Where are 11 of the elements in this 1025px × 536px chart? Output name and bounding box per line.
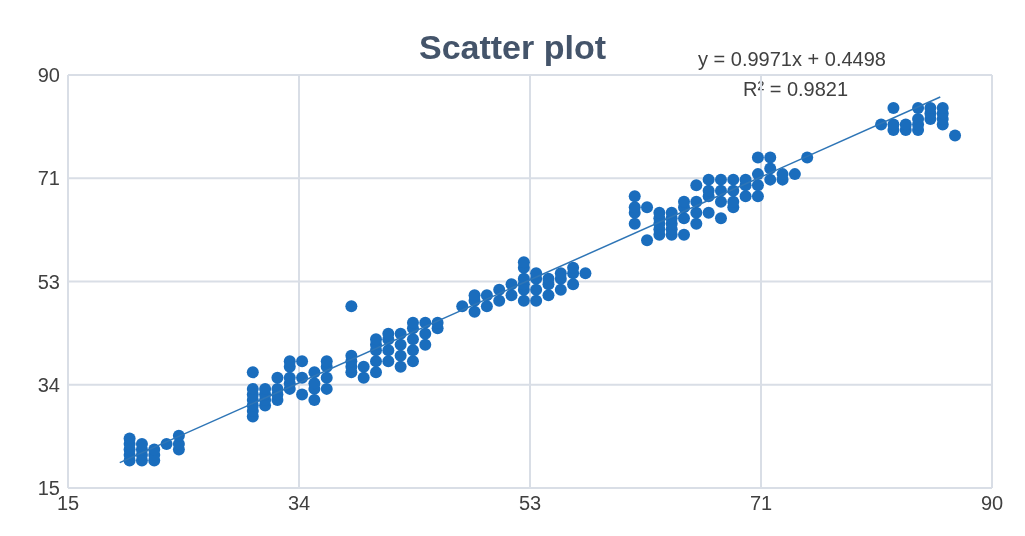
x-tick-label: 53: [518, 492, 542, 515]
x-tick-label: 71: [749, 492, 773, 515]
y-tick-label: 34: [37, 373, 60, 396]
y-tick-label: 90: [37, 64, 60, 87]
text: y = 0.9971x + 0.4498: [698, 48, 886, 71]
y-tick-label: 15: [37, 477, 60, 500]
x-tick-label: 34: [287, 492, 311, 515]
x-tick-label: 90: [980, 492, 1004, 515]
y-tick-label: 71: [37, 167, 60, 190]
y-tick-label: 53: [37, 270, 60, 293]
chart-title: Scatter plot: [418, 28, 607, 66]
